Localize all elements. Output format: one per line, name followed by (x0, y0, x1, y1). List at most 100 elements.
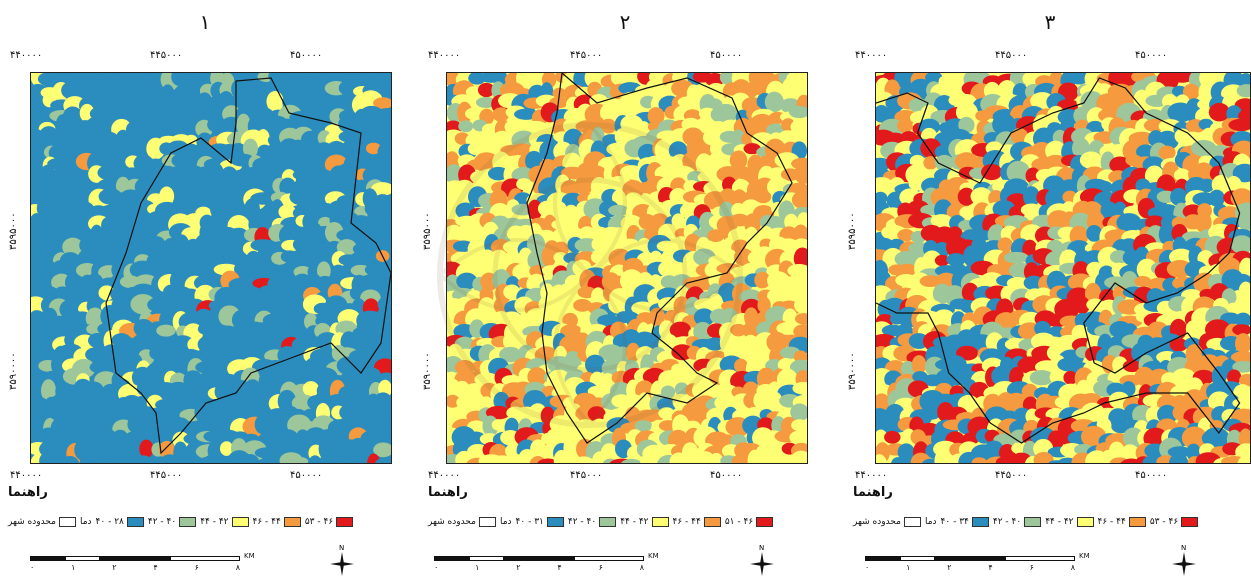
temperature-cell (289, 325, 309, 339)
temperature-cell (178, 453, 202, 463)
temperature-cell (1122, 359, 1142, 373)
temperature-cell (353, 380, 374, 401)
temperature-cell (134, 455, 152, 463)
temperature-cell (573, 332, 591, 352)
legend-class: ۴۴ - ۴۶ (673, 517, 721, 527)
temperature-cell (958, 116, 975, 134)
temperature-cell (764, 91, 784, 113)
temperature-cell (352, 371, 367, 383)
temperature-cell (1049, 369, 1067, 385)
temperature-cell (31, 369, 44, 387)
temperature-cell (794, 297, 807, 314)
temperature-cell (512, 263, 533, 282)
temperature-cell (923, 156, 938, 170)
temperature-cell (620, 458, 643, 463)
temperature-cell (77, 248, 97, 267)
temperature-cell (87, 332, 109, 349)
temperature-cell (159, 186, 175, 207)
legend: محدوده شهر دما ۳۴ - ۴۰ ۴۰ - ۴۲ ۴۲ - ۴۴ ۴… (853, 517, 1199, 527)
temperature-cell (591, 451, 609, 463)
temperature-cell (447, 193, 462, 208)
temperature-cell (62, 237, 84, 257)
temperature-cell (40, 164, 55, 181)
temperature-cell (884, 430, 901, 444)
temperature-cell (1226, 369, 1242, 385)
legend-title: راهنما (853, 485, 893, 500)
temperature-cell (897, 118, 913, 133)
temperature-cell (374, 264, 391, 282)
temperature-cell (339, 405, 354, 420)
temperature-cell (266, 332, 283, 353)
temperature-cell (374, 277, 391, 291)
legend-temp-label: دما (499, 517, 512, 527)
temperature-cell (325, 442, 343, 457)
legend-class: ۴۴ - ۴۶ (253, 517, 301, 527)
temperature-cell (149, 236, 166, 253)
temperature-cell (970, 187, 993, 206)
temperature-cell (794, 313, 807, 325)
temperature-cell (573, 299, 592, 312)
legend: محدوده شهر دما ۲۸ - ۴۰ ۴۰ - ۴۲ ۴۲ - ۴۴ ۴… (8, 517, 354, 527)
temperature-cell (37, 73, 59, 86)
temperature-cell (50, 190, 68, 203)
x-tick-bottom: ۴۴۰۰۰۰ (428, 470, 461, 481)
north-arrow-icon: N (1172, 544, 1196, 576)
temperature-cell (747, 449, 762, 463)
temperature-cell (671, 213, 685, 230)
temperature-cell (293, 457, 310, 463)
temperature-cell (156, 324, 176, 337)
temperature-cell (677, 96, 703, 108)
temperature-cell (619, 165, 644, 180)
temperature-cell (135, 93, 150, 108)
temperature-cell (1211, 365, 1227, 388)
legend-class: ۲۸ - ۴۰ (96, 517, 144, 527)
temperature-cell (537, 458, 559, 463)
x-tick-top: ۴۴۵۰۰۰ (995, 50, 1028, 61)
x-tick-bottom: ۴۴۰۰۰۰ (855, 470, 888, 481)
temperature-cell (477, 82, 495, 98)
temperature-cell (790, 269, 807, 291)
temperature-cell (1156, 404, 1178, 424)
temperature-cell (734, 358, 748, 374)
temperature-cell (474, 372, 500, 387)
temperature-cell (608, 295, 630, 314)
temperature-cell (1057, 99, 1079, 112)
temperature-cell (575, 174, 593, 196)
temperature-cell (660, 385, 676, 399)
temperature-cell (784, 213, 799, 231)
x-tick-bottom: ۴۴۵۰۰۰ (570, 470, 603, 481)
temperature-cell (447, 394, 460, 408)
temperature-cell (1198, 82, 1214, 103)
temperature-cell (897, 229, 915, 242)
legend-class: ۴۰ - ۴۲ (993, 517, 1042, 527)
temperature-cell (172, 116, 188, 138)
temperature-cell (1121, 381, 1136, 397)
temperature-cell (373, 442, 391, 458)
temperature-cell (911, 355, 927, 375)
temperature-cell (492, 107, 510, 122)
legend-class: ۴۲ - ۴۴ (200, 517, 249, 527)
temperature-cell (637, 392, 651, 414)
temperature-cell (962, 432, 980, 445)
temperature-cell (376, 226, 391, 243)
temperature-cell (1006, 276, 1030, 290)
temperature-cell (1020, 203, 1043, 217)
temperature-cell (338, 80, 356, 96)
x-tick-bottom: ۴۴۵۰۰۰ (995, 470, 1028, 481)
temperature-cell (1199, 178, 1215, 193)
temperature-cell (219, 441, 234, 456)
temperature-cell (172, 297, 189, 318)
temperature-cell (587, 406, 606, 422)
temperature-cell (378, 107, 391, 120)
temperature-cell (1235, 333, 1250, 355)
temperature-cell (1230, 235, 1250, 255)
temperature-cell (241, 454, 260, 463)
temperature-cell (232, 329, 250, 353)
temperature-cell (1021, 383, 1038, 400)
temperature-cell (1075, 296, 1090, 315)
temperature-cell (278, 204, 296, 220)
legend-class: ۴۲ - ۴۴ (1045, 517, 1094, 527)
temperature-cell (373, 97, 391, 109)
